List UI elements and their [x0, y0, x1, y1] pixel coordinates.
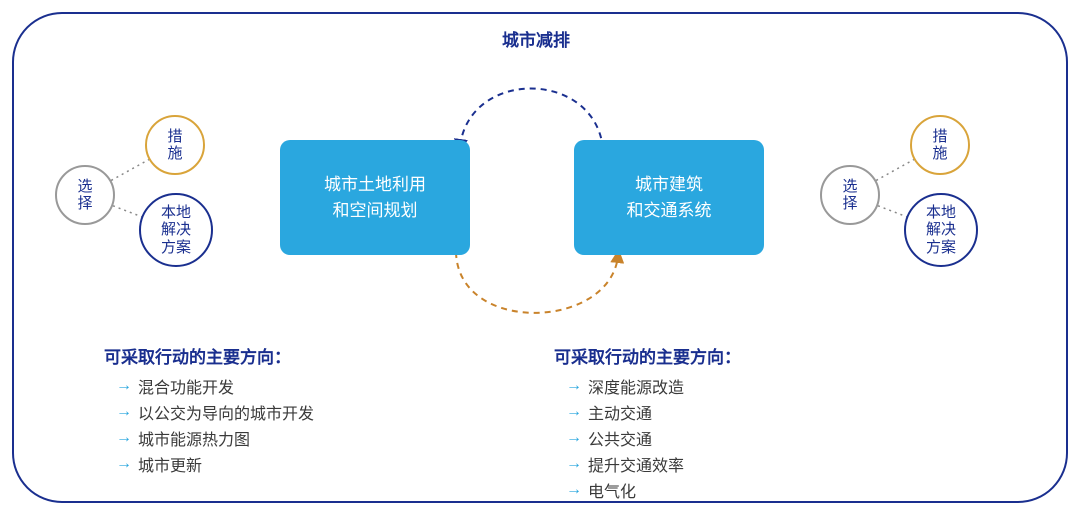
section-title-left: 可采取行动的主要方向： [104, 343, 291, 368]
main-box-building-transport: 城市建筑 和交通系统 [574, 140, 764, 255]
bullet-text: 城市能源热力图 [138, 426, 250, 450]
bullet-row: →以公交为导向的城市开发 [116, 400, 314, 424]
cluster-label-line: 选 [842, 178, 857, 195]
cluster-label-line: 本地 [161, 204, 191, 221]
cluster-label-line: 择 [77, 195, 92, 212]
main-box-land-use: 城市土地利用 和空间规划 [280, 140, 470, 255]
arrow-icon: → [116, 455, 138, 473]
cluster-label-line: 施 [932, 145, 947, 162]
bullet-row: →公共交通 [566, 426, 684, 450]
arrow-icon: → [566, 455, 588, 473]
bullet-row: →主动交通 [566, 400, 684, 424]
cluster-label-line: 方案 [926, 239, 956, 256]
cluster-label-line: 解决 [161, 221, 191, 238]
bullet-text: 深度能源改造 [588, 374, 684, 398]
cluster-right-measure: 措施 [910, 115, 970, 175]
main-box-right-line1: 城市建筑 [627, 172, 712, 198]
arrow-icon: → [566, 481, 588, 499]
main-box-left-line1: 城市土地利用 [324, 172, 426, 198]
main-box-right-line2: 和交通系统 [627, 198, 712, 224]
bullet-row: →城市能源热力图 [116, 426, 314, 450]
bullet-text: 以公交为导向的城市开发 [138, 400, 314, 424]
top-title: 城市减排 [502, 26, 570, 51]
cluster-left-solution: 本地解决方案 [139, 193, 213, 267]
arrow-icon: → [116, 377, 138, 395]
bullet-text: 电气化 [588, 478, 636, 502]
bullet-list-right: →深度能源改造→主动交通→公共交通→提升交通效率→电气化 [566, 372, 684, 504]
bullet-text: 公共交通 [588, 426, 652, 450]
bullet-row: →电气化 [566, 478, 684, 502]
bullet-row: →提升交通效率 [566, 452, 684, 476]
cluster-label-line: 择 [842, 195, 857, 212]
section-title-right: 可采取行动的主要方向： [554, 343, 741, 368]
cluster-label-line: 施 [167, 145, 182, 162]
cluster-left-measure: 措施 [145, 115, 205, 175]
bullet-row: →混合功能开发 [116, 374, 314, 398]
bullet-text: 主动交通 [588, 400, 652, 424]
cluster-label-line: 本地 [926, 204, 956, 221]
main-box-left-line2: 和空间规划 [324, 198, 426, 224]
bullet-text: 城市更新 [138, 452, 202, 476]
cluster-label-line: 方案 [161, 239, 191, 256]
bullet-text: 提升交通效率 [588, 452, 684, 476]
cluster-label-line: 措 [167, 128, 182, 145]
bullet-list-left: →混合功能开发→以公交为导向的城市开发→城市能源热力图→城市更新 [116, 372, 314, 478]
cluster-label-line: 选 [77, 178, 92, 195]
arrow-icon: → [566, 377, 588, 395]
arrow-icon: → [116, 429, 138, 447]
arrow-icon: → [566, 429, 588, 447]
cluster-label-line: 措 [932, 128, 947, 145]
cluster-left-select: 选择 [55, 165, 115, 225]
bullet-row: →深度能源改造 [566, 374, 684, 398]
arrow-icon: → [116, 403, 138, 421]
bullet-text: 混合功能开发 [138, 374, 234, 398]
cluster-right-select: 选择 [820, 165, 880, 225]
cluster-right-solution: 本地解决方案 [904, 193, 978, 267]
arrow-icon: → [566, 403, 588, 421]
bullet-row: →城市更新 [116, 452, 314, 476]
cluster-label-line: 解决 [926, 221, 956, 238]
